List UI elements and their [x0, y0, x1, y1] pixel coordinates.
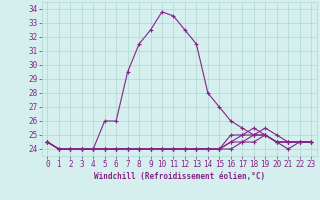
X-axis label: Windchill (Refroidissement éolien,°C): Windchill (Refroidissement éolien,°C) [94, 172, 265, 181]
